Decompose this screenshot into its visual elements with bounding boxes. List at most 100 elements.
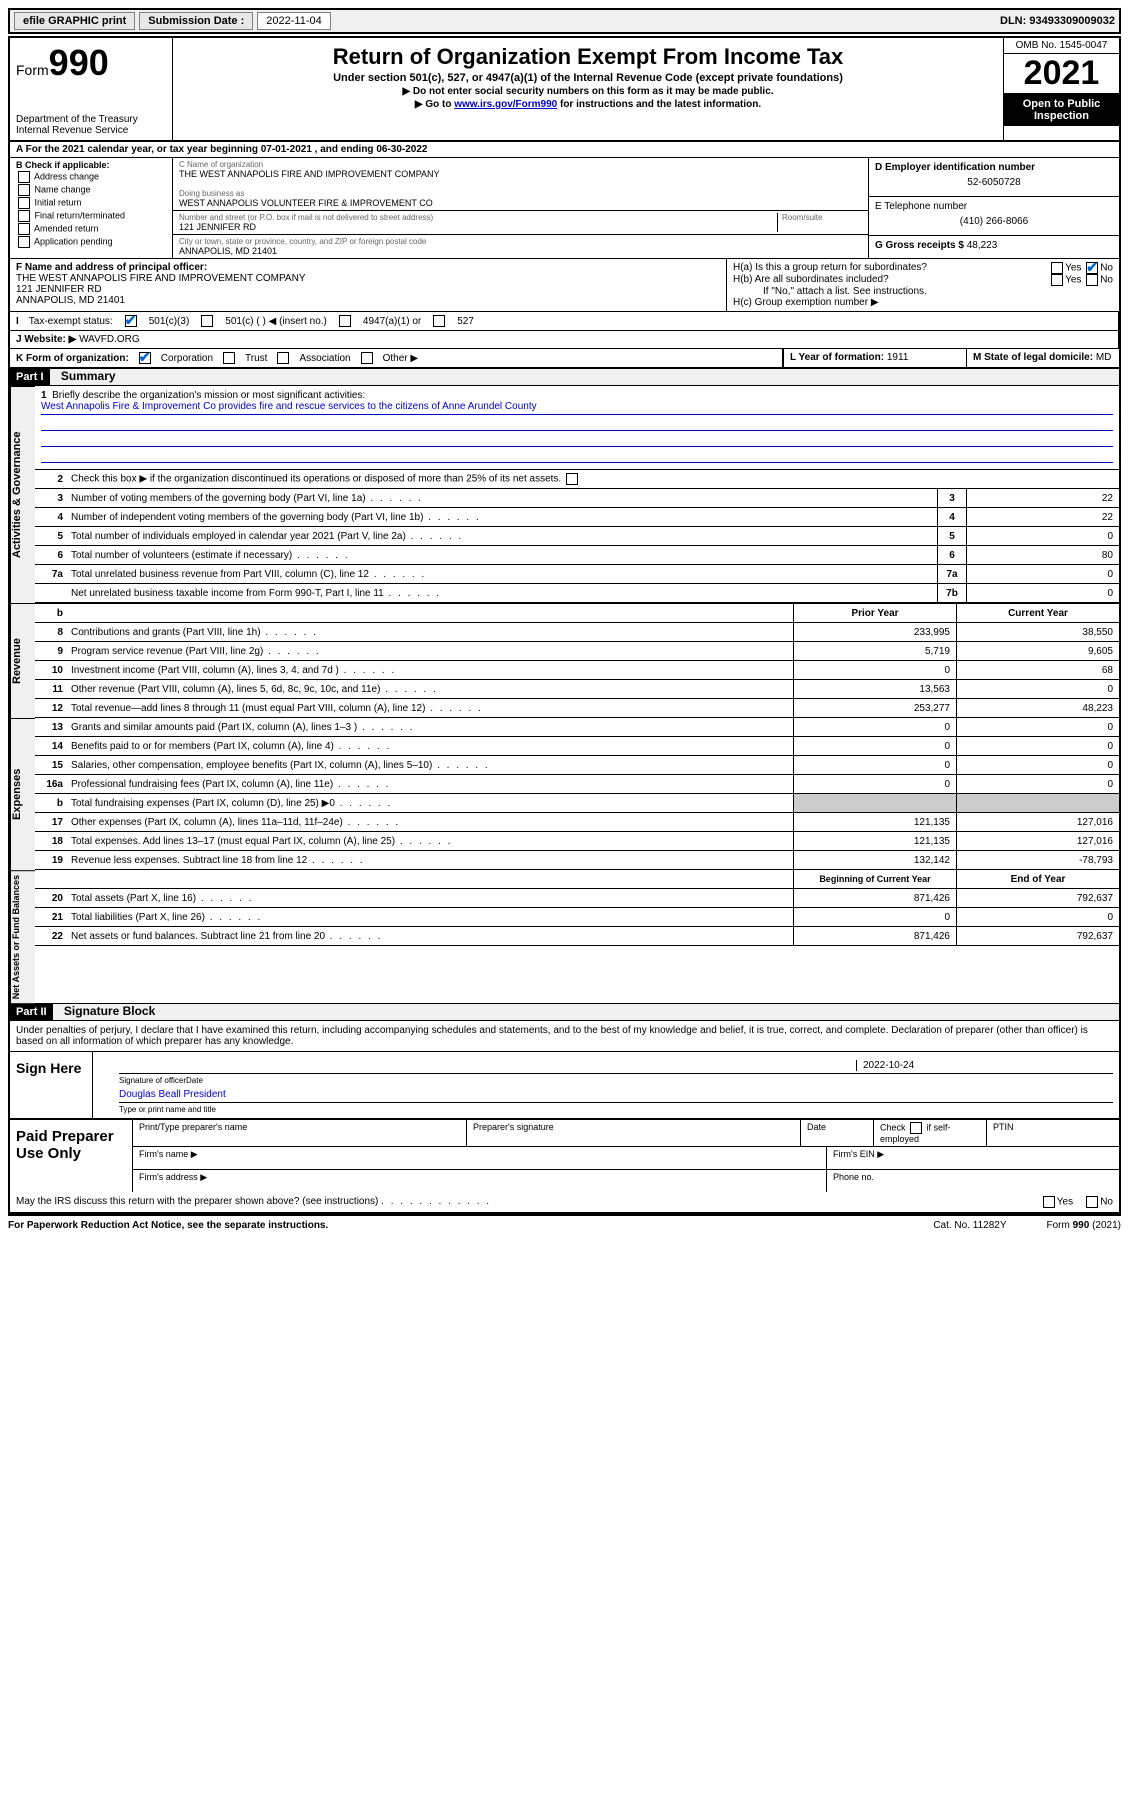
expense-line: 14Benefits paid to or for members (Part … <box>35 737 1119 756</box>
line-1-mission: 1 Briefly describe the organization's mi… <box>35 386 1119 470</box>
chk-other[interactable] <box>361 352 373 364</box>
ein-value: 52-6050728 <box>875 173 1113 192</box>
org-name-label: C Name of organization <box>179 160 862 169</box>
open-to-public: Open to Public Inspection <box>1004 94 1119 126</box>
chk-final-return[interactable]: Final return/terminated <box>16 210 166 222</box>
net-assets-line: 20Total assets (Part X, line 16)871,4267… <box>35 889 1119 908</box>
row-i: I Tax-exempt status: 501(c)(3) 501(c) ( … <box>10 312 1119 331</box>
submission-date-label: Submission Date : <box>139 12 253 30</box>
hb-yes[interactable] <box>1051 274 1063 286</box>
vtab-revenue: Revenue <box>10 603 35 718</box>
officer-printed-name: Douglas Beall President <box>119 1089 1113 1100</box>
state-domicile-label: M State of legal domicile: <box>973 352 1093 363</box>
form-container: Form990 Department of the Treasury Inter… <box>8 36 1121 1216</box>
sig-officer-label: Signature of officer <box>119 1076 186 1085</box>
discuss-no[interactable] <box>1086 1196 1098 1208</box>
firm-ein-label: Firm's EIN ▶ <box>827 1147 1119 1169</box>
activities-governance-section: Activities & Governance 1 Briefly descri… <box>10 386 1119 603</box>
preparer-name-label: Print/Type preparer's name <box>133 1120 467 1146</box>
chk-association[interactable] <box>277 352 289 364</box>
tax-year: 2021 <box>1004 54 1119 94</box>
print-name-label: Type or print name and title <box>119 1105 1113 1114</box>
net-assets-section: Net Assets or Fund Balances Beginning of… <box>10 870 1119 1003</box>
chk-501c3[interactable] <box>125 315 137 327</box>
form-number: Form990 <box>16 42 166 84</box>
cat-number: Cat. No. 11282Y <box>893 1220 1046 1231</box>
hb-no[interactable] <box>1086 274 1098 286</box>
revenue-line: 9Program service revenue (Part VIII, lin… <box>35 642 1119 661</box>
paid-preparer-section: Paid Preparer Use Only Print/Type prepar… <box>10 1119 1119 1192</box>
sig-date: 2022-10-24 <box>856 1060 1113 1071</box>
officer-street: 121 JENNIFER RD <box>16 284 720 295</box>
ssn-warning: ▶ Do not enter social security numbers o… <box>179 86 997 97</box>
gross-receipts-value: 48,223 <box>967 240 998 251</box>
tax-status-label: Tax-exempt status: <box>29 316 113 327</box>
chk-527[interactable] <box>433 315 445 327</box>
row-j: J Website: ▶ WAVFD.ORG <box>10 331 1119 349</box>
chk-corporation[interactable] <box>139 352 151 364</box>
summary-line: Net unrelated business taxable income fr… <box>35 584 1119 603</box>
summary-line: 4Number of independent voting members of… <box>35 508 1119 527</box>
firm-phone-label: Phone no. <box>827 1170 1119 1192</box>
expenses-section: Expenses 13Grants and similar amounts pa… <box>10 718 1119 870</box>
chk-amended-return[interactable]: Amended return <box>16 223 166 235</box>
omb-number: OMB No. 1545-0047 <box>1004 38 1119 54</box>
revenue-line: 10Investment income (Part VIII, column (… <box>35 661 1119 680</box>
discuss-yes[interactable] <box>1043 1196 1055 1208</box>
summary-line: 6Total number of volunteers (estimate if… <box>35 546 1119 565</box>
preparer-sig-label: Preparer's signature <box>467 1120 801 1146</box>
chk-name-change[interactable]: Name change <box>16 184 166 196</box>
page-footer: For Paperwork Reduction Act Notice, see … <box>8 1216 1121 1235</box>
chk-address-change[interactable]: Address change <box>16 171 166 183</box>
expense-line: 19Revenue less expenses. Subtract line 1… <box>35 851 1119 870</box>
summary-line: 5Total number of individuals employed in… <box>35 527 1119 546</box>
street-label: Number and street (or P.O. box if mail i… <box>179 213 777 222</box>
part2-header: Part II Signature Block <box>10 1003 1119 1021</box>
form990-link[interactable]: www.irs.gov/Form990 <box>454 99 557 110</box>
revenue-section: Revenue b Prior Year Current Year 8Contr… <box>10 603 1119 718</box>
expense-line: bTotal fundraising expenses (Part IX, co… <box>35 794 1119 813</box>
hb-label: H(b) Are all subordinates included? <box>733 274 889 286</box>
state-domicile-value: MD <box>1096 352 1112 363</box>
box-d-e-g: D Employer identification number 52-6050… <box>868 158 1119 258</box>
ein-label: D Employer identification number <box>875 162 1113 173</box>
chk-trust[interactable] <box>223 352 235 364</box>
city-label: City or town, state or province, country… <box>179 237 862 246</box>
ptin-label: PTIN <box>987 1120 1119 1146</box>
box-c: C Name of organization THE WEST ANNAPOLI… <box>173 158 868 258</box>
row-f-h: F Name and address of principal officer:… <box>10 259 1119 312</box>
pra-notice: For Paperwork Reduction Act Notice, see … <box>8 1220 893 1231</box>
box-h: H(a) Is this a group return for subordin… <box>727 259 1119 311</box>
expense-line: 18Total expenses. Add lines 13–17 (must … <box>35 832 1119 851</box>
section-b-c-d: B Check if applicable: Address change Na… <box>10 158 1119 259</box>
chk-discontinued[interactable] <box>566 473 578 485</box>
hb-note: If "No," attach a list. See instructions… <box>733 286 1113 297</box>
summary-line: 7aTotal unrelated business revenue from … <box>35 565 1119 584</box>
paid-preparer-label: Paid Preparer Use Only <box>10 1120 133 1192</box>
chk-application-pending[interactable]: Application pending <box>16 236 166 248</box>
dln: DLN: 93493309009032 <box>1000 15 1115 27</box>
chk-501c[interactable] <box>201 315 213 327</box>
chk-4947[interactable] <box>339 315 351 327</box>
year-formation-value: 1911 <box>887 352 909 363</box>
revenue-line: 11Other revenue (Part VIII, column (A), … <box>35 680 1119 699</box>
officer-label: F Name and address of principal officer: <box>16 262 720 273</box>
topbar: efile GRAPHIC print Submission Date : 20… <box>8 8 1121 34</box>
row-a-tax-year: A For the 2021 calendar year, or tax yea… <box>10 142 1119 158</box>
dba-value: WEST ANNAPOLIS VOLUNTEER FIRE & IMPROVEM… <box>179 198 862 208</box>
gross-receipts-label: G Gross receipts $ <box>875 240 964 251</box>
dept-treasury: Department of the Treasury <box>16 114 166 125</box>
ha-yes[interactable] <box>1051 262 1063 274</box>
form-header: Form990 Department of the Treasury Inter… <box>10 38 1119 142</box>
revenue-line: 12Total revenue—add lines 8 through 11 (… <box>35 699 1119 718</box>
form-ref: Form 990 (2021) <box>1047 1220 1121 1231</box>
chk-initial-return[interactable]: Initial return <box>16 197 166 209</box>
vtab-expenses: Expenses <box>10 718 35 870</box>
line-2: 2 Check this box ▶ if the organization d… <box>35 470 1119 489</box>
nab-header: Beginning of Current Year End of Year <box>35 870 1119 889</box>
chk-self-employed[interactable] <box>910 1122 922 1134</box>
irs-label: Internal Revenue Service <box>16 125 166 136</box>
expense-line: 15Salaries, other compensation, employee… <box>35 756 1119 775</box>
efile-print-button[interactable]: efile GRAPHIC print <box>14 12 135 30</box>
ha-no[interactable] <box>1086 262 1098 274</box>
